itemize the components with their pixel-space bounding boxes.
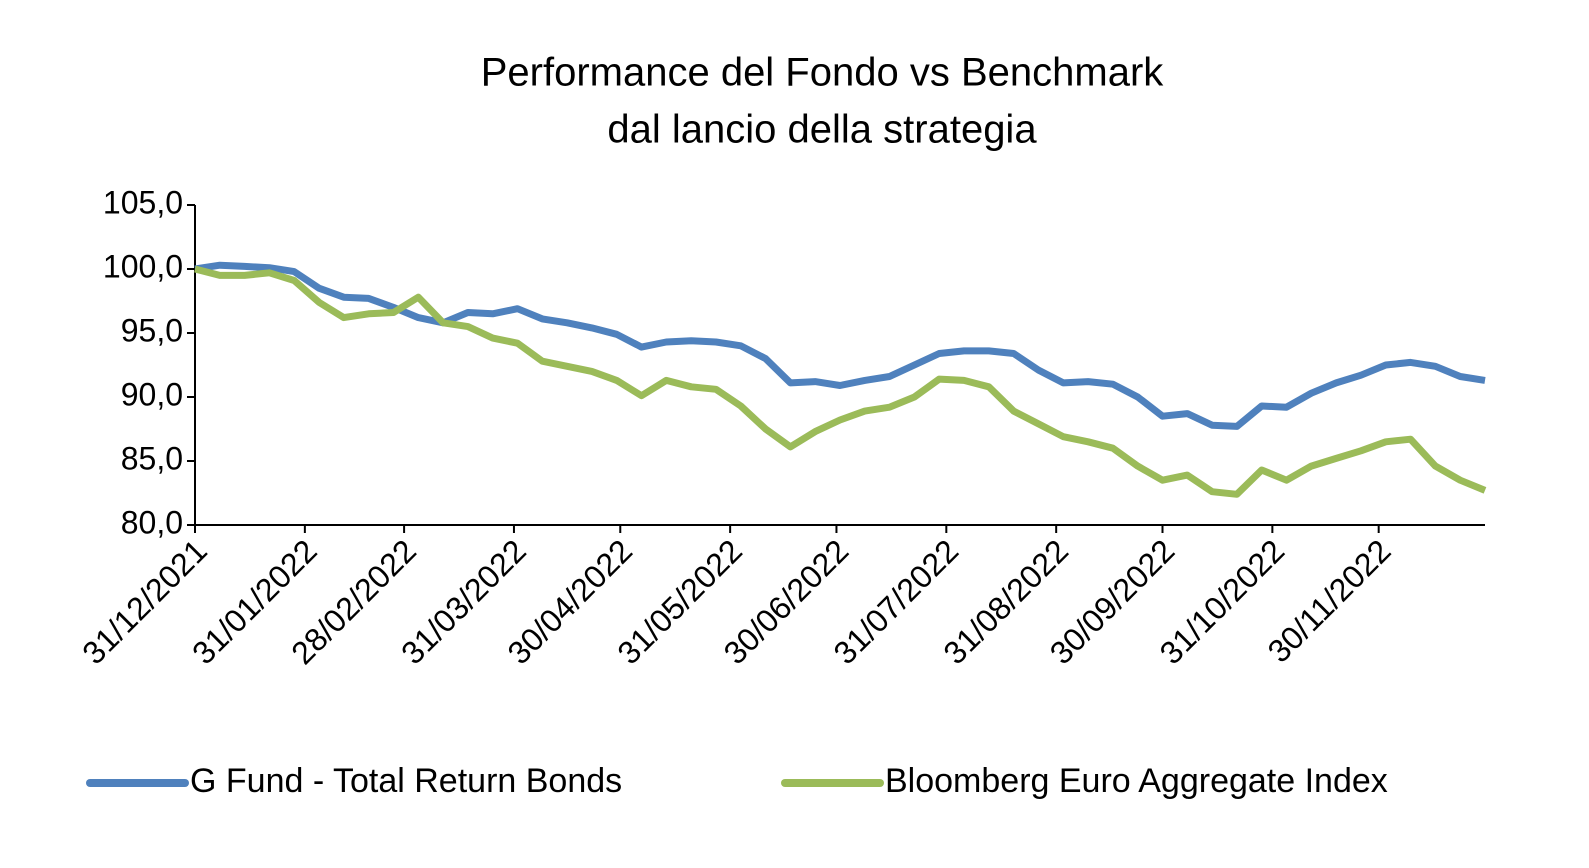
chart-title: Performance del Fondo vs Benchmark — [481, 51, 1165, 95]
y-tick-label: 80,0 — [121, 504, 183, 540]
legend-label: G Fund - Total Return Bonds — [190, 762, 622, 800]
y-tick-label: 95,0 — [121, 312, 183, 348]
y-tick-label: 85,0 — [121, 440, 183, 476]
y-tick-label: 105,0 — [103, 184, 183, 220]
y-tick-label: 100,0 — [103, 248, 183, 284]
chart-subtitle: dal lancio della strategia — [607, 108, 1037, 152]
series-line — [194, 265, 1487, 498]
legend-label: Bloomberg Euro Aggregate Index — [885, 762, 1388, 800]
series-line — [194, 261, 1486, 430]
y-tick-label: 90,0 — [121, 376, 183, 412]
